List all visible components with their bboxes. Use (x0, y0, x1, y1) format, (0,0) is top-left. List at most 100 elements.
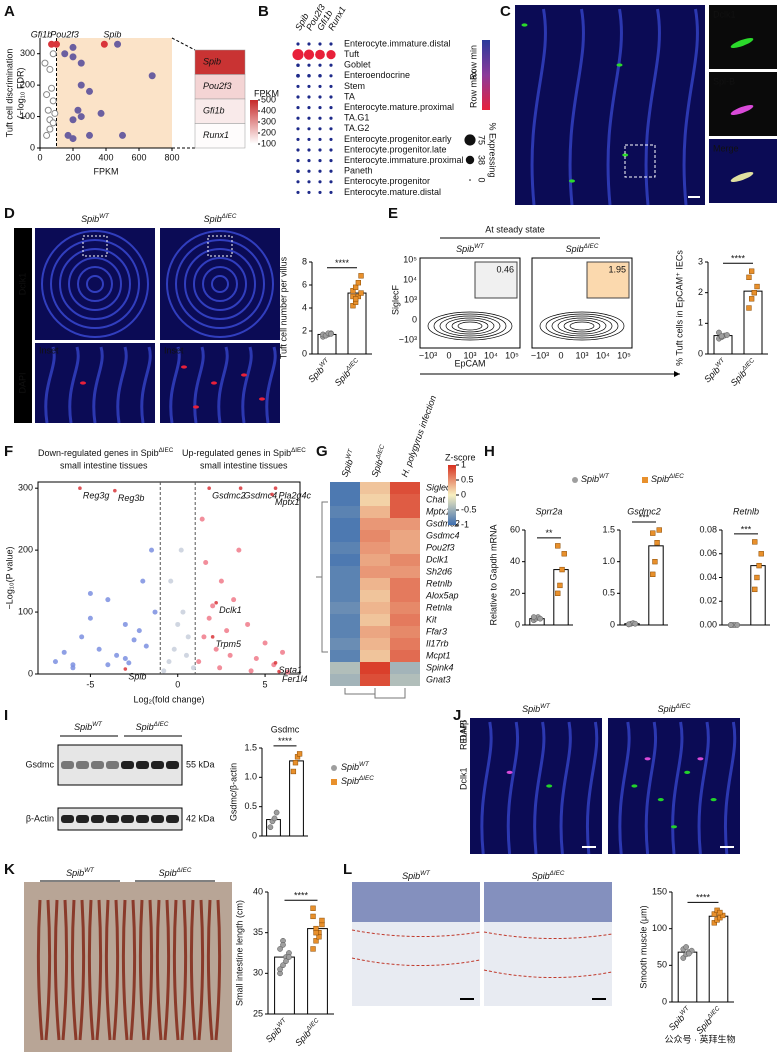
column-header-part: Spib (456, 244, 474, 254)
data-point (69, 53, 77, 61)
column-label-part: H. polygyrus infection (400, 394, 439, 478)
data-point (310, 905, 316, 911)
gene-label: Sh2d6 (426, 566, 452, 576)
dot (307, 63, 311, 67)
annotation-part: Down-regulated genes in Spib (38, 448, 159, 458)
dot (296, 106, 300, 110)
contour (563, 319, 601, 333)
data-point (74, 106, 82, 114)
heatmap-cell (390, 554, 420, 566)
stain (730, 105, 754, 115)
colorbar-tick-label: -0.5 (461, 504, 477, 514)
tissue (697, 721, 710, 855)
data-point (316, 934, 322, 940)
dot (307, 180, 311, 184)
x-tick-label: −10³ (419, 350, 437, 360)
band (76, 815, 89, 823)
heatmap-cell (360, 614, 390, 626)
row-label: TA (344, 91, 355, 101)
data-point (61, 50, 69, 58)
gene-label: Pou2f3 (426, 542, 455, 552)
column-header-part: Spib (658, 704, 676, 714)
column-label-part: ΔIEC (374, 443, 386, 461)
heatmap-cell (390, 662, 420, 674)
stain (671, 825, 677, 829)
gene-label: Gsdmc4 (244, 491, 278, 501)
dot (329, 137, 333, 141)
dot (303, 49, 315, 60)
data-point (148, 72, 156, 80)
stain (710, 798, 717, 802)
intestine (121, 899, 137, 1041)
contour (569, 321, 595, 331)
annotation: small intestine tissues (200, 460, 288, 470)
data-point (749, 296, 755, 302)
heatmap-cell (390, 602, 420, 614)
data-point (717, 909, 723, 916)
x-tick-label: 10⁴ (596, 350, 610, 360)
channel-label: Dclk1 (458, 767, 468, 790)
column-header: SpibΔIEC (658, 703, 691, 714)
data-point (758, 551, 764, 557)
data-point (171, 646, 177, 652)
data-point (358, 273, 364, 279)
column-header-part: ΔIEC (153, 721, 169, 728)
x-tick-label: −10³ (531, 350, 549, 360)
data-point (711, 911, 717, 917)
y-tick-label: 150 (652, 886, 667, 896)
heatmap-cell (390, 674, 420, 686)
data-point (87, 590, 93, 596)
data-point (752, 586, 758, 593)
colorbar-label: Row min (468, 45, 478, 80)
column-label: SpibΔIEC (369, 443, 391, 478)
size-legend-title: % Expressing (488, 122, 498, 177)
x-tick-label: 800 (164, 152, 179, 162)
micrograph (709, 5, 777, 69)
stain (631, 784, 638, 788)
data-point (353, 284, 359, 290)
legend-label: SpibΔIEC (341, 775, 374, 786)
dot (296, 42, 300, 46)
band (166, 761, 179, 769)
data-point (61, 649, 67, 655)
panel-label: B (258, 3, 269, 20)
dot (296, 84, 300, 88)
column-header-part: Spib (566, 244, 584, 254)
dot (318, 63, 322, 67)
x-axis-label: FPKM (93, 166, 118, 176)
micrograph (35, 228, 155, 340)
annotation: Up-regulated genes in SpibΔIEC (182, 447, 306, 458)
gene-label: Pla2g4c (279, 491, 312, 501)
blot (57, 807, 183, 831)
y-axis-label: −Log₁₀(P value) (4, 547, 14, 610)
dot (318, 84, 322, 88)
data-point (310, 913, 316, 920)
colorbar-tick-label: 500 (261, 94, 276, 104)
channel-label: DAPI (17, 372, 27, 393)
heatmap-cell (330, 638, 360, 650)
data-point (277, 946, 283, 952)
size-label: 55 kDa (186, 759, 215, 769)
legend-marker (331, 779, 337, 785)
x-tick-label: 0 (446, 350, 451, 360)
colorbar (482, 40, 490, 110)
gene-label: Spta1 (279, 665, 303, 675)
intestine (138, 899, 154, 1041)
tissue-ring (166, 230, 274, 338)
inset-box (82, 235, 108, 257)
heatmap-cell (360, 530, 390, 542)
dot (307, 169, 311, 173)
heatmap-cell (330, 674, 360, 686)
column-label: SpibWT (339, 447, 359, 478)
y-tick-label: 0 (662, 996, 667, 1006)
dot (296, 137, 300, 141)
gene-label: Spib (128, 671, 146, 681)
band (76, 761, 89, 769)
stain (684, 770, 691, 775)
contour (557, 317, 607, 335)
data-point (350, 303, 356, 309)
y-tick-label: 0 (28, 668, 33, 678)
data-point (557, 582, 563, 589)
y-tick-label: 10³ (404, 294, 417, 304)
data-point (126, 660, 132, 666)
